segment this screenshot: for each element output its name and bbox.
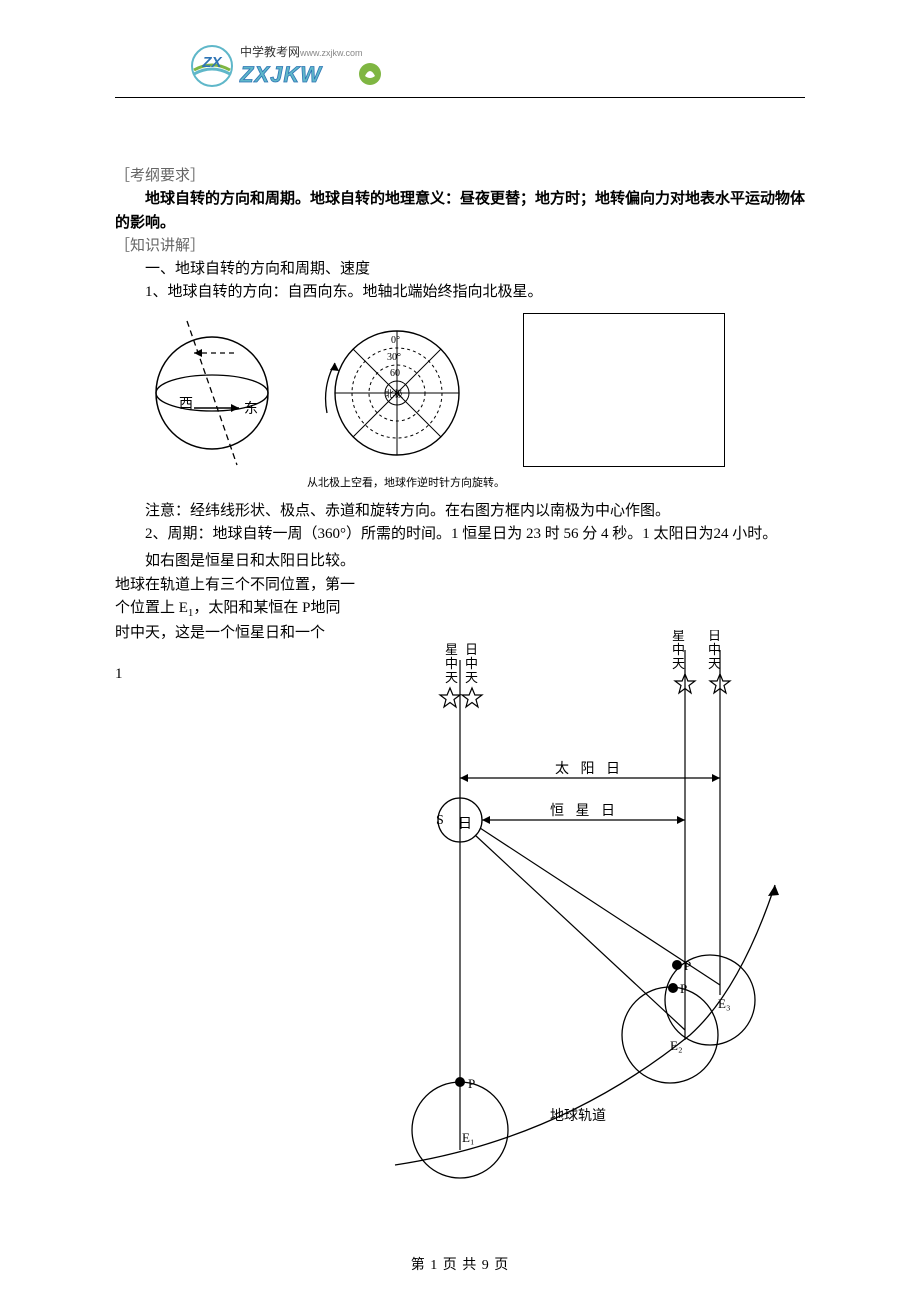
- sidereal-day-label: 恒 星 日: [550, 803, 619, 819]
- wrap-text: 如右图是恒星日和太阳日比较。地球在轨道上有三个不同位置，第一个位置上 E1，太阳…: [115, 550, 355, 645]
- fig-globe: 西 东: [139, 313, 289, 481]
- blank-box: [523, 313, 725, 467]
- label-west: 西: [179, 397, 193, 412]
- header-rule: [115, 97, 805, 98]
- sec1-title: 一、地球自转的方向和周期、速度: [115, 258, 805, 281]
- P-e2: P: [680, 981, 687, 996]
- svg-text:中: 中: [465, 656, 478, 671]
- knowledge-label: ［知识讲解］: [115, 235, 805, 258]
- E2-label: E₂: [670, 1038, 682, 1053]
- fig2-caption: 从北极上空看，地球作逆时针方向旋转。: [307, 475, 505, 492]
- orbit-label: 地球轨道: [550, 1108, 606, 1124]
- deg0: 0°: [391, 335, 400, 346]
- svg-text:天: 天: [465, 670, 478, 685]
- svg-text:天: 天: [445, 670, 458, 685]
- E3-label: E₃: [718, 996, 730, 1011]
- page-footer: 第 1 页 共 9 页: [0, 1254, 920, 1274]
- sec1-2: 2、周期：地球自转一周（360°）所需的时间。1 恒星日为 23 时 56 分 …: [115, 523, 805, 546]
- svg-text:中: 中: [445, 656, 458, 671]
- sun-label: 日: [458, 817, 472, 832]
- site-url: www.zxjkw.com: [299, 48, 363, 58]
- sidereal-solar-diagram: S 日 星 中 天 日 中 天 星 中 天: [380, 630, 810, 1210]
- svg-text:天: 天: [708, 656, 721, 671]
- sun-mid-l1: 日: [465, 642, 478, 657]
- S-label: S: [436, 813, 444, 828]
- note: 注意：经纬线形状、极点、赤道和旋转方向。在右图方框内以南极为中心作图。: [115, 500, 805, 523]
- svg-text:中: 中: [708, 642, 721, 657]
- header-logo: ZX 中学教考网 www.zxjkw.com ZXJKW: [190, 44, 420, 94]
- logo-text: ZXJKW: [239, 62, 323, 87]
- sec1-1: 1、地球自转的方向：自西向东。地轴北端始终指向北极星。: [115, 281, 805, 304]
- logo-badge-text: ZX: [201, 54, 222, 71]
- fig-polar: 0° 30° 60 北极 从北极上空看，地球作逆时针方向旋转。: [307, 313, 505, 492]
- solar-day-label: 太 阳 日: [555, 761, 624, 777]
- P-e3: P: [684, 958, 691, 973]
- figure-row: 西 东: [139, 313, 805, 492]
- P-e1: P: [468, 1076, 475, 1091]
- star-mid-l1: 星: [445, 642, 458, 657]
- deg60: 60: [390, 368, 400, 379]
- label-east: 东: [244, 401, 258, 417]
- exam-req-label: ［考纲要求］: [115, 165, 805, 188]
- E1-label: E₁: [462, 1130, 474, 1145]
- deg30: 30°: [387, 352, 401, 363]
- page: ZX 中学教考网 www.zxjkw.com ZXJKW ［考纲要求］ 地球自转…: [0, 0, 920, 1302]
- svg-text:天: 天: [672, 656, 685, 671]
- center-label: 北极: [385, 388, 403, 399]
- site-name-cn: 中学教考网: [240, 44, 300, 59]
- exam-req-text: 地球自转的方向和周期。地球自转的地理意义：昼夜更替；地方时；地转偏向力对地表水平…: [115, 188, 805, 235]
- svg-text:中: 中: [672, 642, 685, 657]
- content: ［考纲要求］ 地球自转的方向和周期。地球自转的地理意义：昼夜更替；地方时；地转偏…: [115, 165, 805, 686]
